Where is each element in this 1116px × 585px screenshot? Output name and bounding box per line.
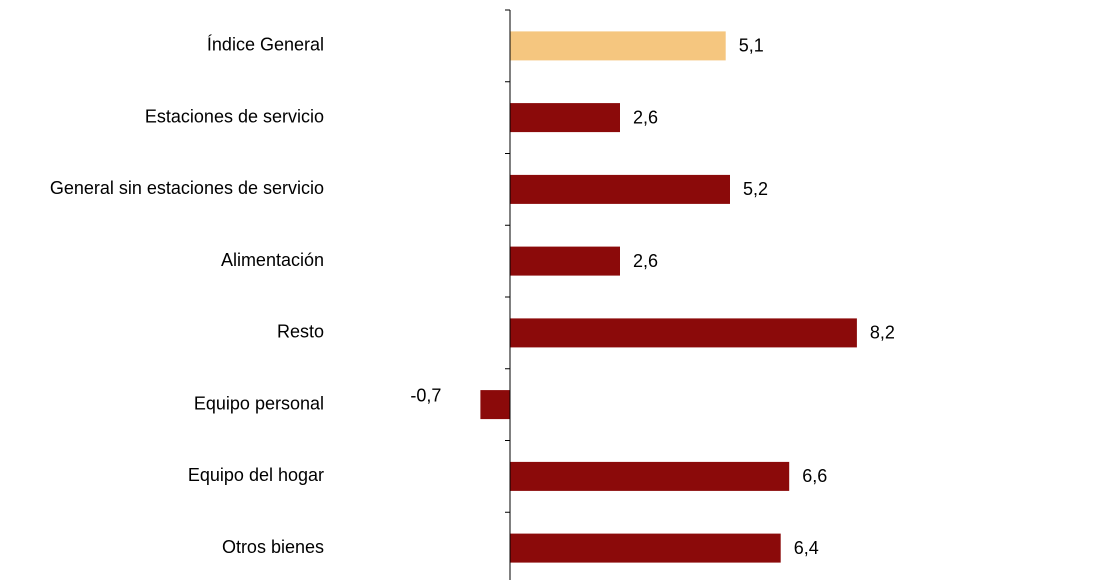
category-label: Estaciones de servicio [145,106,324,126]
bar [480,390,510,420]
bar [510,318,857,348]
bar [510,533,781,563]
bar [510,246,620,276]
value-label: 5,1 [739,36,764,56]
category-label: Otros bienes [222,537,324,557]
category-label: Índice General [207,35,324,55]
category-label: Equipo del hogar [188,465,324,485]
category-label: General sin estaciones de servicio [50,178,324,198]
value-label: 6,6 [802,466,827,486]
value-label: 5,2 [743,179,768,199]
bar [510,31,726,61]
category-label: Equipo personal [194,393,324,413]
bar [510,103,620,133]
category-label: Resto [277,322,324,342]
bar [510,174,730,204]
value-label: 2,6 [633,251,658,271]
value-label: 2,6 [633,107,658,127]
category-label: Alimentación [221,250,324,270]
value-label: -0,7 [410,385,441,405]
bar [510,461,790,491]
value-label: 8,2 [870,323,895,343]
value-label: 6,4 [794,538,819,558]
